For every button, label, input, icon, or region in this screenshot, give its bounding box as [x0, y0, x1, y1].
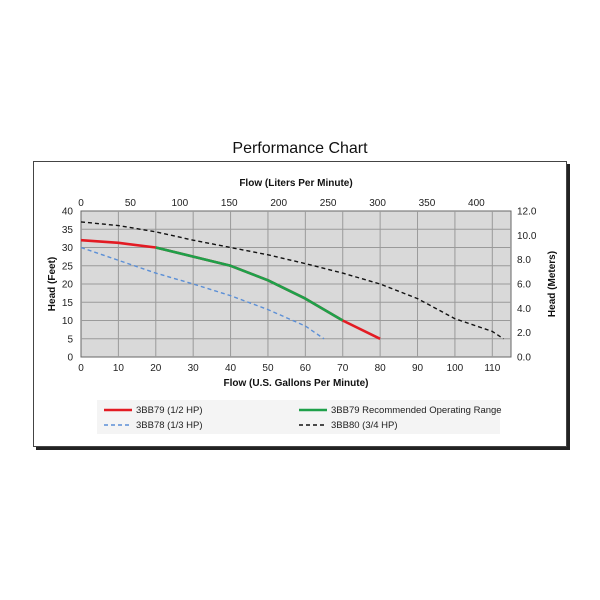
x-tick-label: 60: [300, 363, 312, 374]
series-line-1: [155, 246, 344, 322]
y2-tick-label: 8.0: [517, 255, 531, 266]
x-tick-label: 100: [447, 363, 464, 374]
series-line-3: [80, 221, 504, 340]
x-tick-label: 70: [337, 363, 349, 374]
y2-tick-label: 0.0: [517, 353, 531, 364]
x-tick-label: 40: [225, 363, 237, 374]
legend-label-2: 3BB78 (1/3 HP): [136, 420, 203, 431]
y-tick-label: 10: [62, 316, 74, 327]
series-line-2: [80, 246, 325, 340]
legend-label-0: 3BB79 (1/2 HP): [136, 405, 203, 416]
y-tick-label: 15: [62, 298, 74, 309]
y2-tick-label: 4.0: [517, 304, 531, 315]
x2-tick-label: 100: [172, 198, 189, 209]
chart-frame: 0 10 20 30 40 50 60 70 80 90 100 110 0 5 10 15 20 25 30 35 4…: [33, 161, 567, 447]
y2-tick-label: 2.0: [517, 328, 531, 339]
x-tick-label: 10: [113, 363, 125, 374]
x2-tick-label: 0: [78, 198, 84, 209]
y-tick-label: 35: [62, 225, 74, 236]
x-tick-label: 50: [262, 363, 274, 374]
x2-tick-label: 200: [270, 198, 287, 209]
x2-axis-title: Flow (Liters Per Minute): [239, 178, 352, 189]
y2-tick-label: 6.0: [517, 280, 531, 291]
x-tick-label: 80: [375, 363, 387, 374]
x2-tick-label: 350: [419, 198, 436, 209]
y-tick-label: 5: [67, 334, 73, 345]
x-axis-title: Flow (U.S. Gallons Per Minute): [223, 378, 368, 389]
y-tick-label: 30: [62, 243, 74, 254]
x-tick-label: 0: [78, 363, 84, 374]
y2-axis-title: Head (Meters): [547, 251, 558, 317]
legend-label-3: 3BB80 (3/4 HP): [331, 420, 398, 431]
x2-tick-label: 150: [221, 198, 238, 209]
chart-title: Performance Chart: [232, 140, 368, 157]
x-tick-label: 20: [150, 363, 162, 374]
x2-tick-label: 250: [320, 198, 337, 209]
x-tick-label: 110: [484, 363, 500, 374]
performance-chart: 0 10 20 30 40 50 60 70 80 90 100 110 0 5 10 15 20 25 30 35 4…: [47, 178, 558, 434]
x-tick-label: 90: [412, 363, 424, 374]
x2-tick-label: 50: [125, 198, 137, 209]
x2-tick-label: 300: [369, 198, 386, 209]
legend-label-1: 3BB79 Recommended Operating Range: [331, 405, 502, 416]
y-axis-title: Head (Feet): [47, 257, 58, 311]
y2-tick-label: 12.0: [517, 207, 537, 218]
y-tick-label: 20: [62, 280, 74, 291]
y2-tick-label: 10.0: [517, 231, 537, 242]
y-tick-label: 0: [67, 353, 73, 364]
x-tick-label: 30: [188, 363, 200, 374]
y-tick-label: 25: [62, 261, 74, 272]
y-tick-label: 40: [62, 207, 74, 218]
legend-box: [97, 400, 500, 434]
x2-tick-label: 400: [468, 198, 485, 209]
